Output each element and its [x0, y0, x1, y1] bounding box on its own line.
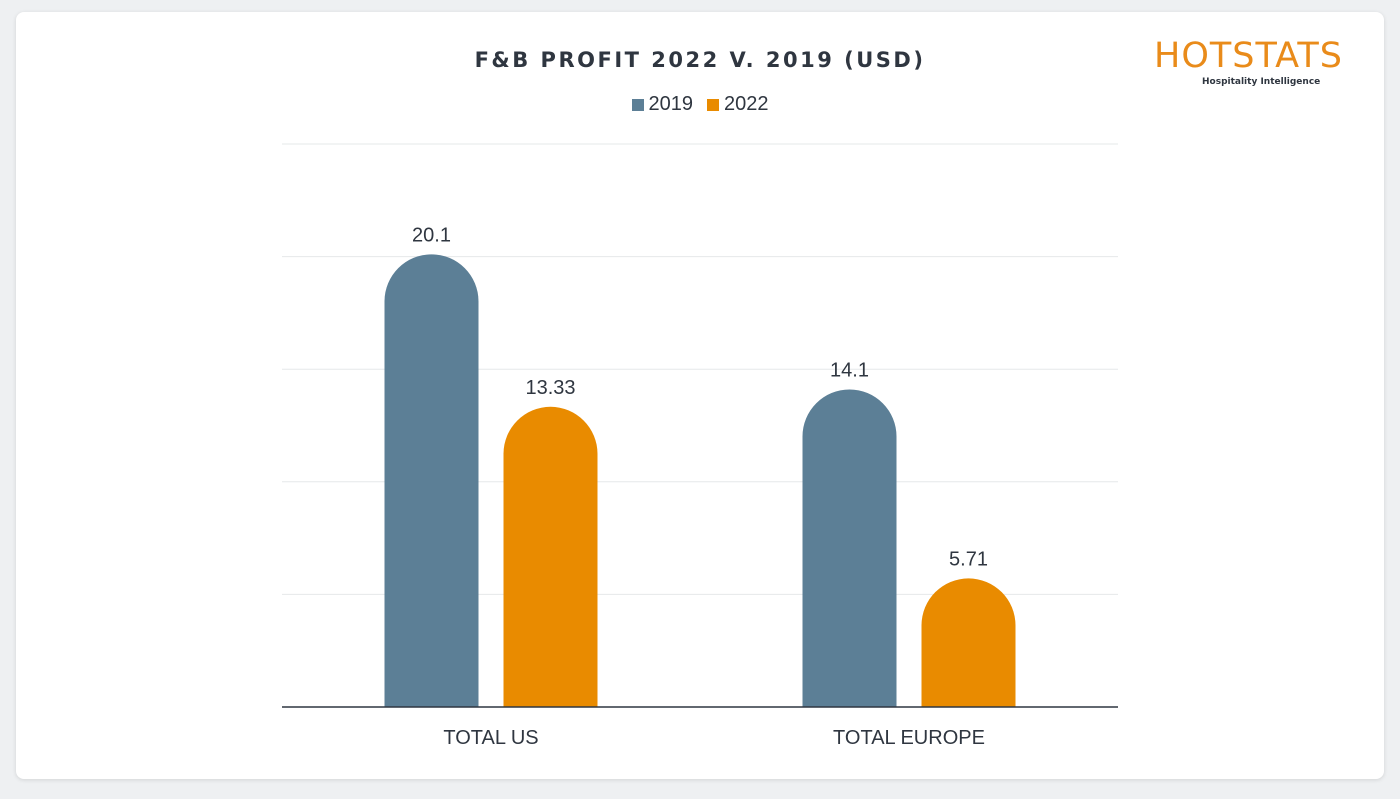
bar-2022-total-europe	[921, 578, 1016, 707]
legend-label-2022: 2022	[724, 93, 769, 115]
legend-swatch-2022	[707, 98, 719, 111]
legend-item-2019: 2019	[631, 93, 694, 116]
legend-item-2022: 2022	[707, 93, 769, 116]
data-label-2022-total-us: 13.33	[525, 377, 575, 399]
chart-legend: 2019 2022	[0, 93, 1400, 116]
chart-title: F&B PROFIT 2022 V. 2019 (USD)	[474, 48, 926, 72]
data-label-2019-total-europe: 14.1	[830, 359, 869, 381]
logo-wordmark: HOTSTATS	[1154, 36, 1343, 76]
data-label-2022-total-europe: 5.71	[949, 548, 988, 570]
data-label-2019-total-us: 20.1	[412, 224, 451, 246]
logo-tagline: Hospitality Intelligence	[1202, 77, 1321, 87]
chart-card	[16, 12, 1384, 779]
bar-2019-total-europe	[802, 389, 897, 707]
bar-2019-total-us	[384, 254, 479, 707]
x-tick-label: TOTAL EUROPE	[833, 727, 985, 749]
legend-label-2019: 2019	[648, 93, 694, 115]
hotstats-logo: HOTSTATS Hospitality Intelligence	[1148, 36, 1358, 92]
bar-2022-total-us	[503, 406, 598, 707]
legend-swatch-2019	[631, 98, 644, 111]
x-tick-label: TOTAL US	[443, 727, 538, 749]
